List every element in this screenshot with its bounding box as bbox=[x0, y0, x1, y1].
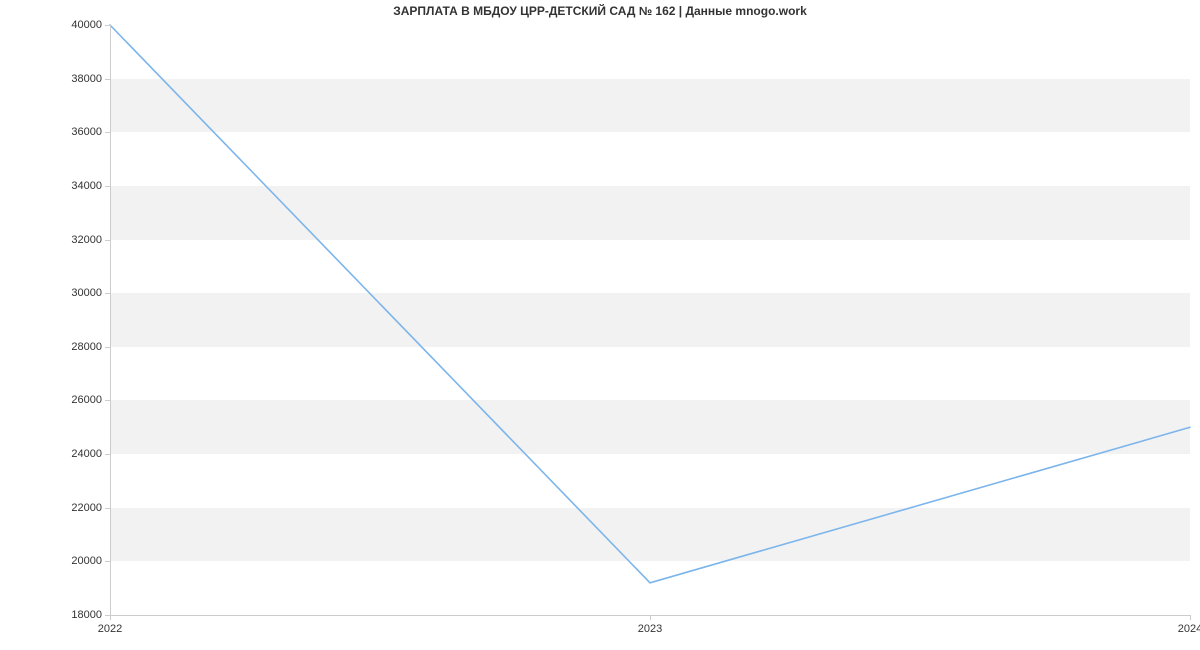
y-tick-mark bbox=[105, 561, 110, 562]
y-tick-mark bbox=[105, 508, 110, 509]
line-series bbox=[110, 25, 1190, 615]
y-tick-mark bbox=[105, 454, 110, 455]
y-tick-mark bbox=[105, 132, 110, 133]
chart-title: ЗАРПЛАТА В МБДОУ ЦРР-ДЕТСКИЙ САД № 162 |… bbox=[0, 4, 1200, 18]
y-tick-label: 20000 bbox=[71, 555, 102, 567]
y-tick-label: 40000 bbox=[71, 19, 102, 31]
y-tick-label: 26000 bbox=[71, 394, 102, 406]
y-tick-mark bbox=[105, 25, 110, 26]
salary-chart: ЗАРПЛАТА В МБДОУ ЦРР-ДЕТСКИЙ САД № 162 |… bbox=[0, 0, 1200, 650]
x-tick-label: 2023 bbox=[638, 623, 662, 635]
y-tick-label: 24000 bbox=[71, 448, 102, 460]
y-axis-line bbox=[110, 25, 111, 615]
y-tick-label: 18000 bbox=[71, 609, 102, 621]
y-tick-label: 22000 bbox=[71, 502, 102, 514]
x-tick-mark bbox=[110, 615, 111, 620]
y-tick-label: 32000 bbox=[71, 234, 102, 246]
y-tick-mark bbox=[105, 293, 110, 294]
y-tick-mark bbox=[105, 240, 110, 241]
y-tick-mark bbox=[105, 79, 110, 80]
x-tick-mark bbox=[1190, 615, 1191, 620]
x-tick-label: 2022 bbox=[98, 623, 122, 635]
y-tick-mark bbox=[105, 400, 110, 401]
y-tick-label: 28000 bbox=[71, 341, 102, 353]
x-tick-mark bbox=[650, 615, 651, 620]
y-tick-mark bbox=[105, 186, 110, 187]
plot-area: 1800020000220002400026000280003000032000… bbox=[110, 25, 1190, 615]
y-tick-label: 30000 bbox=[71, 287, 102, 299]
y-tick-label: 34000 bbox=[71, 180, 102, 192]
y-tick-label: 38000 bbox=[71, 73, 102, 85]
x-tick-label: 2024 bbox=[1178, 623, 1200, 635]
y-tick-mark bbox=[105, 347, 110, 348]
y-tick-label: 36000 bbox=[71, 126, 102, 138]
